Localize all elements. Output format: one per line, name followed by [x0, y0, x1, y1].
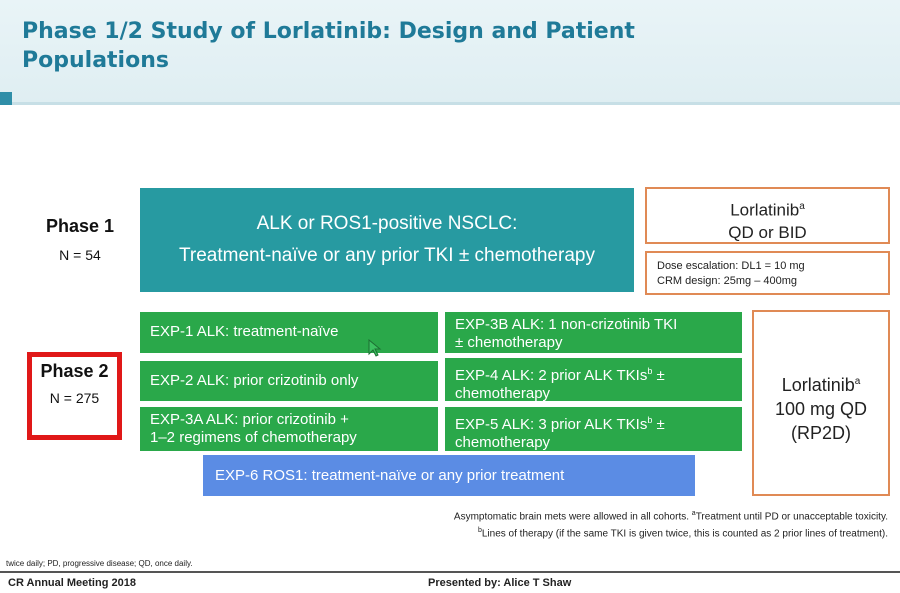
- dose-escalation-line: Dose escalation: DL1 = 10 mg: [657, 260, 805, 272]
- nsclc-line2: Treatment-naïve or any prior TKI ± chemo…: [179, 245, 595, 266]
- phase1-label: Phase 1 N = 54: [30, 215, 130, 265]
- cohort-exp2: EXP-2 ALK: prior crizotinib only: [140, 361, 438, 401]
- lorlatinib-phase2-name: Lorlatiniba: [781, 375, 861, 395]
- phase1-title: Phase 1: [45, 216, 115, 236]
- cohort-exp4-line2: chemotherapy: [455, 385, 551, 402]
- dose-escalation-box: Dose escalation: DL1 = 10 mg CRM design:…: [645, 251, 890, 295]
- slide-header: [0, 0, 900, 105]
- cohort-exp3b-line1: EXP-3B ALK: 1 non-crizotinib TKI: [455, 316, 678, 333]
- cohort-exp3b-line2: ± chemotherapy: [455, 334, 563, 351]
- cohort-exp3b: EXP-3B ALK: 1 non-crizotinib TKI ± chemo…: [445, 312, 742, 353]
- footnote-line1: Asymptomatic brain mets were allowed in …: [453, 510, 888, 523]
- abbreviations-footnote: twice daily; PD, progressive disease; QD…: [6, 559, 193, 568]
- header-accent-bar: [0, 92, 12, 105]
- phase2-title: Phase 2: [40, 361, 109, 381]
- footnotes: Asymptomatic brain mets were allowed in …: [288, 507, 888, 542]
- slide-title: Phase 1/2 Study of Lorlatinib: Design an…: [22, 19, 635, 73]
- footer-divider: [0, 571, 900, 573]
- lorlatinib-phase2-rp2d: (RP2D): [790, 423, 851, 443]
- presenter-credit: Presented by: Alice T Shaw: [428, 577, 572, 589]
- cohort-exp4: EXP-4 ALK: 2 prior ALK TKIsb ± chemother…: [445, 358, 742, 402]
- lorlatinib-phase1-dosing: QD or BID: [728, 222, 807, 242]
- lorlatinib-phase2-dose: 100 mg QD: [774, 399, 868, 419]
- cohort-exp1-label: EXP-1 ALK: treatment-naïve: [150, 323, 339, 340]
- cohort-exp3a-line1: EXP-3A ALK: prior crizotinib +: [150, 411, 349, 428]
- cohort-exp5-line2: chemotherapy: [455, 434, 551, 451]
- meeting-name: CR Annual Meeting 2018: [8, 577, 136, 589]
- phase2-n: N = 275: [49, 390, 100, 406]
- nsclc-line1: ALK or ROS1-positive NSCLC:: [256, 213, 518, 234]
- nsclc-population-box: ALK or ROS1-positive NSCLC: Treatment-na…: [140, 188, 634, 292]
- lorlatinib-phase2-box: Lorlatiniba 100 mg QD (RP2D): [752, 310, 890, 496]
- lorlatinib-phase1-name: Lorlatiniba: [730, 200, 805, 220]
- cohort-exp2-label: EXP-2 ALK: prior crizotinib only: [150, 372, 359, 389]
- phase1-n: N = 54: [59, 247, 101, 263]
- mouse-pointer-icon: [368, 339, 382, 357]
- crm-design-line: CRM design: 25mg – 400mg: [657, 275, 798, 287]
- cohort-exp5: EXP-5 ALK: 3 prior ALK TKIsb ± chemother…: [445, 407, 742, 451]
- phase2-highlight-frame: [27, 352, 122, 440]
- cohort-exp1: EXP-1 ALK: treatment-naïve: [140, 312, 438, 353]
- cohort-exp5-line1: EXP-5 ALK: 3 prior ALK TKIsb ±: [455, 415, 665, 433]
- cohort-exp6: EXP-6 ROS1: treatment-naïve or any prior…: [203, 455, 695, 496]
- cohort-exp3a-line2: 1–2 regimens of chemotherapy: [150, 429, 357, 446]
- cohort-exp6-label: EXP-6 ROS1: treatment-naïve or any prior…: [215, 467, 565, 484]
- cohort-exp4-line1: EXP-4 ALK: 2 prior ALK TKIsb ±: [455, 366, 665, 384]
- footnote-line2: bLines of therapy (if the same TKI is gi…: [477, 527, 888, 540]
- phase2-label: Phase 2 N = 275: [27, 360, 122, 408]
- cohort-exp3a: EXP-3A ALK: prior crizotinib + 1–2 regim…: [140, 407, 438, 451]
- lorlatinib-phase1-box: Lorlatiniba QD or BID: [645, 187, 890, 244]
